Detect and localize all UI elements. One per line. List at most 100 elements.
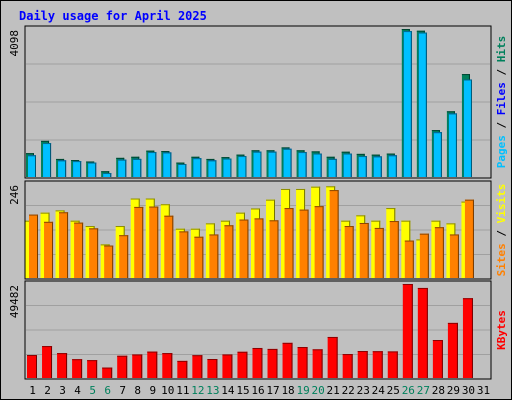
bar-sites-day-21 (329, 190, 339, 278)
side-label-hits: Hits (495, 36, 508, 63)
bar-pages-day-25 (388, 155, 397, 177)
bar-sites-day-17 (269, 220, 279, 278)
bar-sites-day-9 (149, 206, 159, 278)
side-label-visits: Visits (495, 184, 508, 224)
bar-pages-day-18 (283, 148, 292, 177)
bar-kbytes-day-17 (267, 348, 278, 378)
bar-pages-day-24 (373, 156, 382, 177)
x-tick-day-9: 9 (149, 384, 156, 397)
x-tick-day-19: 19 (296, 384, 309, 397)
bar-pages-day-16 (253, 151, 262, 177)
bar-sites-day-29 (449, 234, 459, 278)
x-tick-day-28: 28 (432, 384, 445, 397)
x-tick-day-8: 8 (134, 384, 141, 397)
x-tick-day-21: 21 (327, 384, 340, 397)
bar-kbytes-day-9 (147, 351, 158, 378)
bar-sites-day-15 (239, 219, 249, 278)
bar-kbytes-day-2 (42, 346, 53, 378)
bar-pages-day-30 (463, 79, 472, 177)
scale-label: 49482 (8, 285, 21, 318)
bar-sites-day-3 (59, 212, 69, 278)
bar-kbytes-day-13 (207, 359, 218, 378)
bar-kbytes-day-1 (27, 355, 37, 378)
bar-pages-day-7 (118, 159, 127, 177)
bar-kbytes-day-19 (297, 347, 308, 378)
x-tick-day-3: 3 (59, 384, 66, 397)
bar-pages-day-22 (343, 153, 352, 177)
bar-pages-day-12 (193, 158, 202, 177)
bar-kbytes-day-30 (462, 298, 473, 378)
bar-kbytes-day-20 (312, 349, 323, 378)
bar-sites-day-13 (209, 234, 219, 278)
x-tick-day-11: 11 (176, 384, 189, 397)
x-tick-day-27: 27 (417, 384, 430, 397)
bar-pages-day-4 (73, 161, 82, 177)
bar-kbytes-day-8 (132, 354, 143, 378)
bar-sites-day-8 (134, 206, 144, 278)
x-tick-day-30: 30 (462, 384, 475, 397)
x-tick-day-15: 15 (236, 384, 249, 397)
x-tick-day-12: 12 (191, 384, 204, 397)
bar-sites-day-30 (464, 199, 474, 278)
side-label-sites: Sites (495, 243, 508, 276)
bar-pages-day-5 (88, 162, 97, 177)
x-tick-day-29: 29 (447, 384, 460, 397)
x-tick-day-13: 13 (206, 384, 219, 397)
bar-kbytes-day-29 (447, 322, 458, 378)
bar-sites-day-27 (419, 233, 429, 278)
bar-pages-day-23 (358, 156, 367, 177)
chart-title: Daily usage for April 2025 (19, 9, 207, 23)
x-tick-day-7: 7 (119, 384, 126, 397)
bar-pages-day-13 (208, 160, 217, 177)
bar-pages-day-17 (268, 151, 277, 177)
side-label-files: Files (495, 82, 508, 115)
scale-label: 4098 (8, 30, 21, 57)
bar-pages-day-10 (163, 152, 172, 177)
side-label-pages: Pages (495, 135, 508, 168)
bar-pages-day-14 (223, 158, 232, 177)
side-label-hits-files-pages: Pages / Files / Hits (495, 36, 508, 169)
bar-sites-day-5 (89, 228, 99, 278)
bar-sites-day-2 (44, 221, 54, 278)
bar-kbytes-day-10 (162, 353, 173, 378)
bar-sites-day-25 (389, 221, 399, 278)
x-tick-day-25: 25 (387, 384, 400, 397)
bar-pages-day-11 (178, 163, 187, 177)
bar-pages-day-26 (403, 31, 412, 177)
bar-kbytes-day-18 (282, 342, 293, 378)
bar-kbytes-day-7 (117, 355, 128, 378)
bar-sites-day-1 (29, 214, 38, 278)
bar-kbytes-day-5 (87, 360, 98, 378)
bar-kbytes-day-22 (342, 354, 353, 378)
x-tick-day-2: 2 (44, 384, 51, 397)
x-tick-day-16: 16 (251, 384, 264, 397)
bar-sites-day-16 (254, 218, 264, 278)
bar-sites-day-4 (74, 222, 84, 278)
bar-sites-day-18 (284, 208, 294, 278)
bar-sites-day-12 (194, 236, 204, 278)
side-label-kbytes: KBytes (495, 310, 508, 350)
bar-kbytes-day-26 (402, 284, 413, 378)
bar-pages-day-19 (298, 152, 307, 177)
side-label-separator: / (495, 223, 508, 243)
x-tick-day-20: 20 (312, 384, 325, 397)
x-tick-day-17: 17 (266, 384, 279, 397)
side-label-kbytes: KBytes (495, 310, 508, 350)
x-tick-day-6: 6 (104, 384, 111, 397)
bar-pages-day-1 (28, 155, 36, 177)
bar-kbytes-day-21 (327, 336, 338, 378)
x-tick-day-10: 10 (161, 384, 174, 397)
bar-sites-day-7 (119, 235, 129, 278)
bar-sites-day-24 (374, 227, 384, 278)
x-tick-day-24: 24 (372, 384, 386, 397)
bar-sites-day-22 (344, 226, 354, 278)
bar-kbytes-day-11 (177, 360, 188, 378)
bar-kbytes-day-25 (387, 351, 398, 378)
bar-pages-day-3 (58, 160, 67, 177)
bar-pages-day-15 (238, 156, 247, 177)
side-label-separator: / (495, 115, 508, 135)
bar-kbytes-day-3 (57, 353, 68, 378)
bar-sites-day-23 (359, 222, 369, 278)
